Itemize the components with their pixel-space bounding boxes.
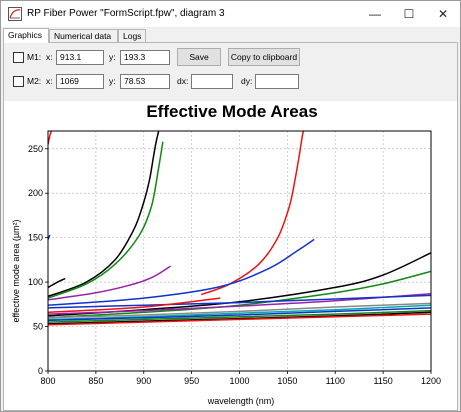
close-button[interactable]: ✕ [426, 1, 460, 27]
y-tick-label: 150 [28, 233, 43, 243]
series-line-3 [48, 277, 66, 289]
x-tick-label: 1150 [373, 376, 392, 386]
x-tick-label: 850 [88, 376, 103, 386]
marker-dy-label: dy: [241, 76, 253, 86]
marker-dy-field[interactable] [255, 74, 299, 89]
series-line-11 [48, 238, 315, 306]
marker-dx-label: dx: [177, 76, 189, 86]
series-line-9 [48, 292, 431, 315]
series-line-18 [48, 311, 431, 325]
x-tick-label: 1000 [229, 376, 249, 386]
series-line-2 [200, 131, 305, 296]
marker-m2-y-field[interactable]: 78.53 [120, 74, 170, 89]
marker-m2-label: M2: [27, 76, 42, 86]
y-tick-label: 250 [28, 144, 43, 154]
x-tick-label: 900 [136, 376, 151, 386]
series-line-16 [48, 307, 431, 322]
marker-m2-x-label: x: [46, 76, 53, 86]
plot-area[interactable]: 800 850 900 950 1000 1050 1100 1150 1200 0 50 100 15… [4, 101, 457, 410]
y-tick-label: 100 [28, 277, 43, 287]
series-line-19 [48, 313, 431, 326]
series-line-14 [48, 302, 431, 319]
tab-logs[interactable]: Logs [118, 29, 146, 43]
marker-m1-y-label: y: [109, 52, 116, 62]
tab-graphics[interactable]: Graphics [3, 28, 49, 43]
x-tick-label: 950 [184, 376, 199, 386]
effective-mode-areas-chart[interactable]: 800 850 900 950 1000 1050 1100 1150 1200 0 50 100 15… [4, 101, 457, 410]
window-title: RP Fiber Power "FormScript.fpw", diagram… [27, 8, 225, 19]
x-tick-label: 800 [40, 376, 55, 386]
graphics-panel: M1: x: 913.1 y: 193.3 Save Copy to clipb… [3, 42, 458, 411]
chart-title: Effective Mode Areas [146, 102, 317, 121]
title-bar: RP Fiber Power "FormScript.fpw", diagram… [1, 1, 460, 27]
marker-m2-x-field[interactable]: 1069 [56, 74, 104, 89]
series-line-4 [48, 131, 160, 298]
marker-m1-x-label: x: [46, 52, 53, 62]
series-line-6 [48, 141, 164, 299]
y-tick-label: 50 [33, 322, 43, 332]
series-line-15 [48, 304, 431, 321]
marker-m1-checkbox[interactable] [13, 52, 24, 63]
y-tick-label: 0 [38, 366, 43, 376]
x-tick-label: 1050 [277, 376, 297, 386]
close-icon: ✕ [437, 7, 449, 21]
marker-dx-field[interactable] [191, 74, 233, 89]
app-icon [8, 7, 22, 21]
x-axis-label: wavelength (nm) [207, 396, 275, 406]
minimize-button[interactable]: — [358, 1, 392, 27]
marker-m1-x-field[interactable]: 913.1 [56, 50, 104, 65]
x-tick-label: 1100 [326, 376, 345, 386]
y-axis-label: effective mode area (µm²) [11, 219, 21, 322]
maximize-button[interactable]: ☐ [392, 1, 426, 27]
save-button[interactable]: Save [177, 48, 221, 66]
marker-m1-y-field[interactable]: 193.3 [120, 50, 170, 65]
series-line-17 [48, 309, 431, 323]
series-line-8 [48, 265, 171, 301]
tab-numerical-data[interactable]: Numerical data [49, 29, 118, 43]
series-line-13 [48, 297, 221, 314]
minimize-icon: — [369, 7, 381, 21]
y-tick-label: 200 [28, 188, 43, 198]
series-line-12 [48, 294, 431, 309]
marker-m2-y-label: y: [109, 76, 116, 86]
marker-m2-checkbox[interactable] [13, 76, 24, 87]
x-tick-label: 1200 [421, 376, 441, 386]
copy-to-clipboard-button[interactable]: Copy to clipboard [228, 48, 300, 66]
marker-m1-label: M1: [27, 52, 42, 62]
maximize-icon: ☐ [403, 7, 415, 21]
